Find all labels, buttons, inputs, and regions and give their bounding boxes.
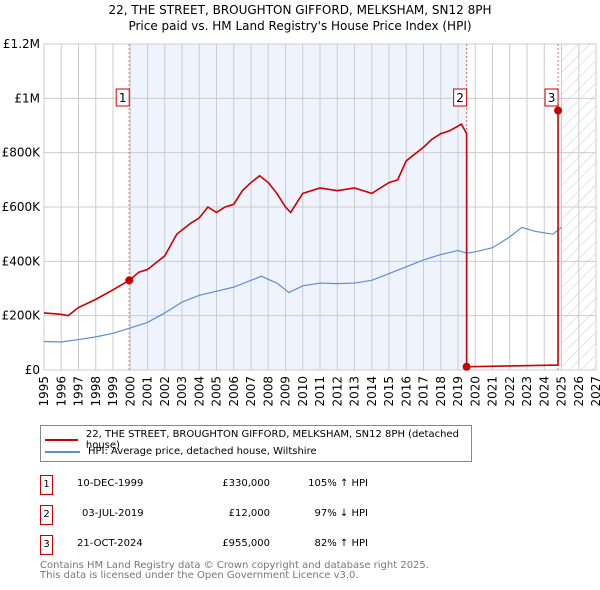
sale-label: 1	[119, 91, 127, 105]
y-tick-label: £1M	[14, 91, 40, 105]
sale-hpi-diff: 97% ↓ HPI	[314, 508, 368, 519]
x-tick-label: 2010	[296, 376, 310, 407]
sale-point	[125, 276, 134, 285]
y-tick-label: £400K	[2, 254, 42, 268]
y-tick-label: £200K	[2, 309, 42, 323]
x-tick-label: 2000	[123, 376, 137, 407]
chart-title: 22, THE STREET, BROUGHTON GIFFORD, MELKS…	[108, 3, 492, 17]
x-tick-label: 2022	[503, 376, 517, 407]
x-tick-label: 2003	[175, 376, 189, 407]
hpi-line	[43, 226, 562, 343]
x-tick-label: 2007	[244, 376, 258, 407]
x-tick-label: 2002	[158, 376, 172, 407]
x-tick-label: 2019	[451, 376, 465, 407]
x-tick-label: 2026	[572, 376, 586, 407]
x-tick-label: 2009	[279, 376, 293, 407]
x-tick-label: 2027	[589, 376, 600, 407]
x-tick-label: 2024	[537, 376, 551, 407]
x-tick-label: 2011	[313, 376, 327, 407]
legend-label: 22, THE STREET, BROUGHTON GIFFORD, MELKS…	[85, 429, 459, 451]
footer: Contains HM Land Registry data © Crown c…	[40, 561, 429, 581]
sale-point	[554, 106, 563, 115]
sale-hpi-diff: 82% ↑ HPI	[314, 538, 368, 549]
sale-date: 21-OCT-2024	[77, 538, 143, 549]
sale-number: 3	[40, 535, 53, 555]
sale-label-box	[544, 88, 559, 107]
x-tick-label: 1996	[54, 376, 68, 407]
y-tick-label: £600K	[2, 200, 42, 214]
sale-label-box	[115, 88, 130, 107]
sale-price: £12,000	[228, 508, 270, 519]
x-tick-label: 2018	[434, 376, 448, 407]
x-tick-label: 2014	[365, 376, 379, 407]
footer-line: Contains HM Land Registry data © Crown c…	[40, 560, 429, 571]
x-tick-label: 1997	[72, 376, 86, 407]
sale-row: 3 21-OCT-2024 £955,000 82% ↑ HPI	[40, 535, 440, 555]
legend: 22, THE STREET, BROUGHTON GIFFORD, MELKS…	[40, 425, 472, 462]
y-tick-label: £1.2M	[3, 37, 40, 51]
x-tick-label: 1999	[106, 376, 120, 407]
chart-subtitle: Price paid vs. HM Land Registry's House …	[128, 19, 472, 33]
x-tick-label: 1998	[89, 376, 103, 407]
x-tick-label: 2020	[468, 376, 482, 407]
x-tick-label: 2004	[192, 376, 206, 407]
x-tick-label: 2017	[417, 376, 431, 407]
sale-date: 10-DEC-1999	[77, 478, 144, 489]
sale-row: 1 10-DEC-1999 £330,000 105% ↑ HPI	[40, 475, 440, 495]
x-tick-label: 2006	[227, 376, 241, 407]
footer-line: This data is licensed under the Open Gov…	[40, 570, 359, 581]
sale-label: 2	[456, 91, 464, 105]
price-paid-line	[43, 109, 562, 368]
chart: 1995 1996 1997 1998 1999 2000 2001 2002 2003 2004…	[2, 37, 600, 407]
sale-hpi-diff: 105% ↑ HPI	[308, 478, 368, 489]
x-tick-label: 2013	[348, 376, 362, 407]
sale-row: 2 03-JUL-2019 £12,000 97% ↓ HPI	[40, 505, 440, 525]
y-tick-label: £0	[25, 363, 40, 377]
sale-label: 3	[548, 91, 556, 105]
x-tick-label: 2001	[141, 376, 155, 407]
x-tick-label: 2012	[330, 376, 344, 407]
sale-number: 2	[40, 505, 53, 525]
sale-price: £955,000	[222, 538, 270, 549]
x-tick-label: 2005	[210, 376, 224, 407]
sale-point	[462, 362, 471, 371]
legend-item-property: 22, THE STREET, BROUGHTON GIFFORD, MELKS…	[45, 429, 471, 451]
x-tick-label: 2015	[382, 376, 396, 407]
x-tick-label: 2023	[520, 376, 534, 407]
sale-price: £330,000	[222, 478, 270, 489]
x-tick-label: 2008	[261, 376, 275, 407]
x-tick-label: 2016	[399, 376, 413, 407]
sale-label-box	[453, 88, 468, 107]
x-tick-label: 2021	[486, 376, 500, 407]
x-tick-label: 2025	[555, 376, 569, 407]
legend-label: HPI: Average price, detached house, Wilt…	[88, 446, 317, 457]
sale-date: 03-JUL-2019	[82, 508, 144, 519]
x-tick-label: 1995	[37, 376, 51, 407]
y-tick-label: £800K	[2, 146, 42, 160]
legend-item-hpi: HPI: Average price, detached house, Wilt…	[45, 446, 317, 457]
plot-frame	[43, 43, 597, 371]
sale-number: 1	[40, 475, 53, 495]
